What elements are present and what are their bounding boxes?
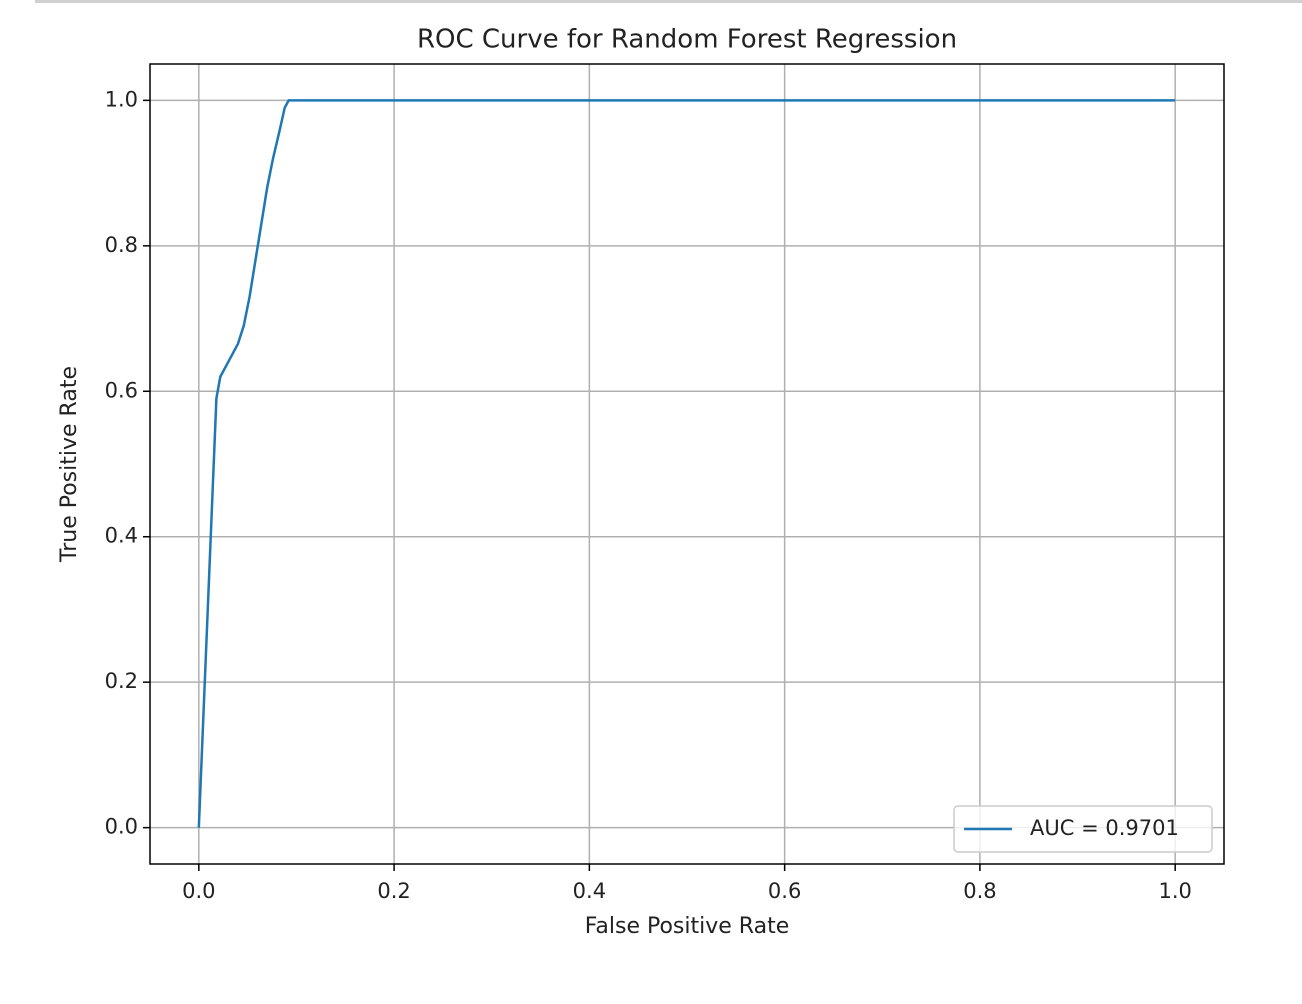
- plot-frame: [149, 63, 1225, 865]
- y-tick-label: 0.2: [105, 669, 138, 693]
- x-tick-label: 0.6: [768, 879, 801, 903]
- roc-line: [197, 99, 1176, 828]
- x-tick-label: 0.2: [377, 879, 410, 903]
- x-tick-label: 0.0: [182, 879, 215, 903]
- x-axis-label: False Positive Rate: [585, 914, 789, 939]
- y-tick-label: 0.0: [105, 815, 138, 839]
- legend-box: [953, 805, 1213, 853]
- x-tick-label: 0.4: [573, 879, 606, 903]
- legend-label: AUC = 0.9701: [1030, 816, 1179, 840]
- x-tick-label: 0.8: [963, 879, 996, 903]
- y-tick-label: 1.0: [105, 87, 138, 111]
- y-axis-label: True Positive Rate: [57, 366, 82, 563]
- y-tick-label: 0.6: [105, 378, 138, 402]
- chart-title: ROC Curve for Random Forest Regression: [417, 25, 957, 55]
- top-bar: [35, 0, 1302, 3]
- y-tick-label: 0.8: [105, 233, 138, 257]
- y-tick-label: 0.4: [105, 524, 138, 548]
- x-tick-label: 1.0: [1158, 879, 1191, 903]
